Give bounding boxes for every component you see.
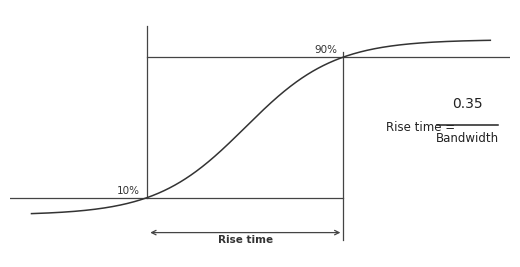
Text: 0.35: 0.35 xyxy=(452,97,483,111)
Text: Rise time: Rise time xyxy=(218,235,273,245)
Text: 10%: 10% xyxy=(116,186,139,196)
Text: Rise time =: Rise time = xyxy=(386,121,459,134)
Text: 90%: 90% xyxy=(314,45,337,55)
Text: Bandwidth: Bandwidth xyxy=(436,132,499,145)
